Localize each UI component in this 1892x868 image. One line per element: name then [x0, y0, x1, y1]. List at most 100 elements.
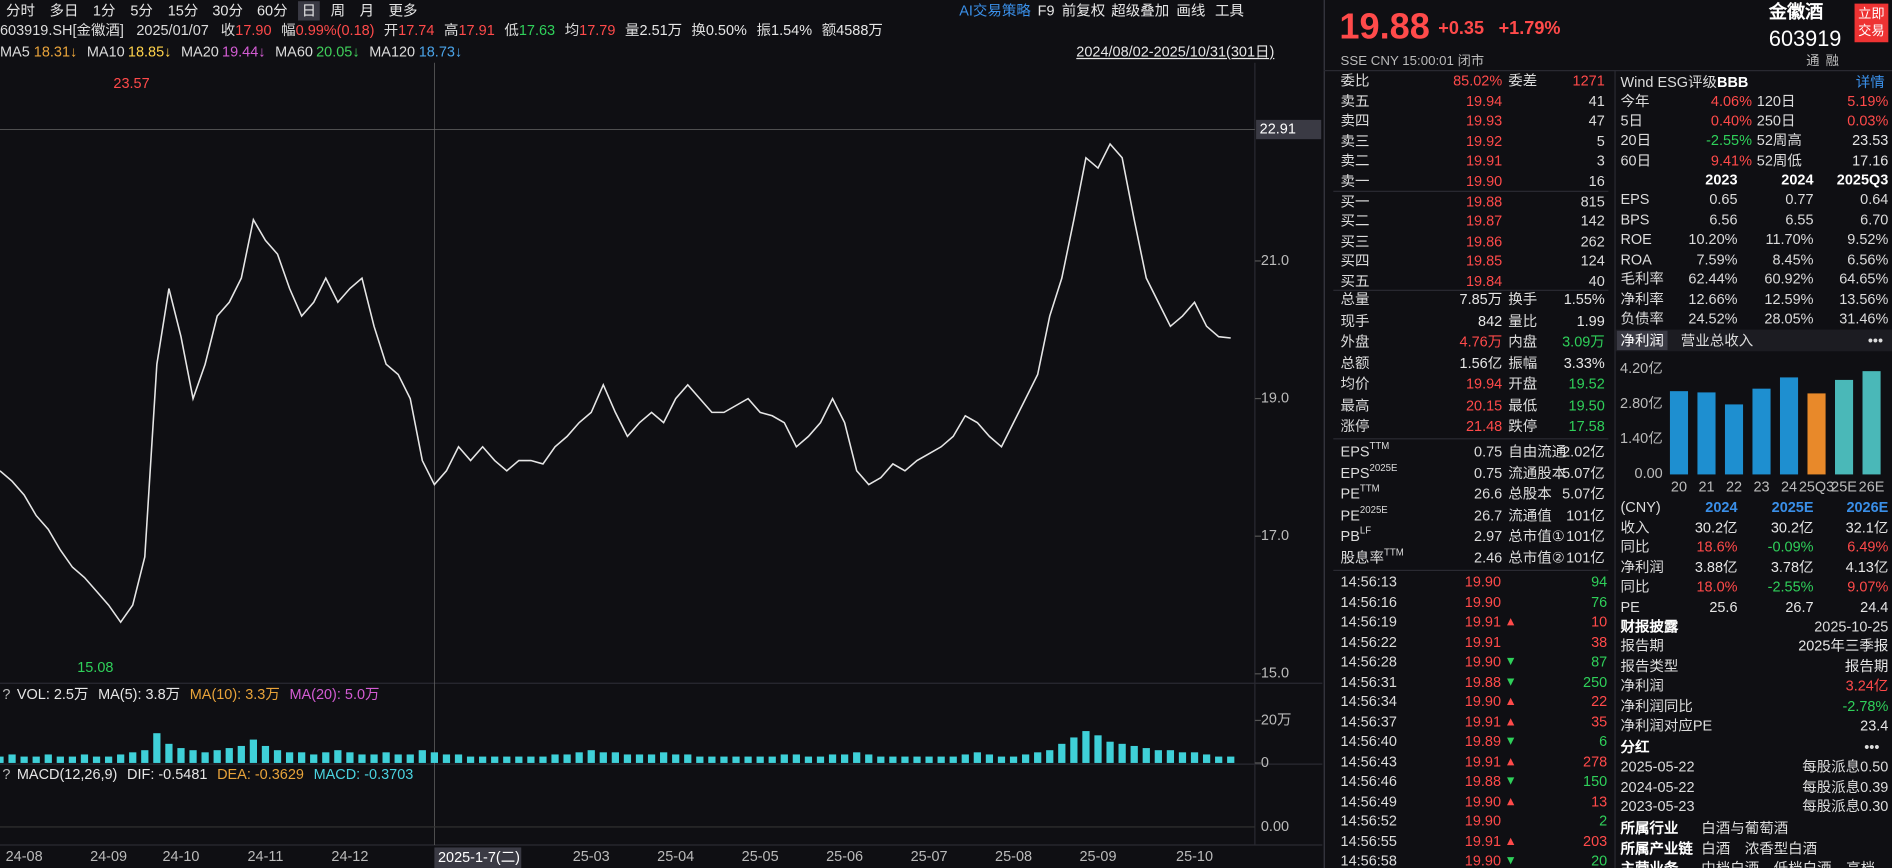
y-tick-label: 0.00 [1261, 819, 1289, 835]
tab[interactable]: 净利润 [1616, 330, 1668, 351]
trade-volume: 22 [1591, 692, 1608, 710]
divider [1333, 190, 1609, 192]
fc-header: 2025E [1771, 498, 1814, 516]
fc-header: 2026E [1846, 498, 1889, 516]
volume-bar [165, 743, 173, 763]
trade-price: 19.90 [1464, 653, 1502, 670]
volume-bar [937, 756, 945, 763]
volume-bar [1070, 737, 1078, 763]
trade-arrow [1507, 797, 1515, 805]
val-label: PB [1340, 528, 1360, 545]
trade-volume: 6 [1599, 732, 1608, 750]
tool-button[interactable]: AI交易策略 [959, 2, 1031, 20]
range-label: 2024/08/02-2025/10/31(301日) [1076, 43, 1275, 61]
bid-volume: 262 [1580, 232, 1605, 250]
val-sup: 2025E [1359, 504, 1388, 516]
trade-volume: 38 [1591, 633, 1608, 651]
ma-label: MA60 [275, 43, 313, 61]
trade-arrow [1507, 857, 1515, 865]
macd-header: DIF: -0.5481 [127, 767, 207, 783]
crosshair-x-label: 2025-1-7(二) [438, 850, 520, 866]
report-label: 净利润同比 [1620, 697, 1693, 715]
more[interactable]: ••• [1864, 738, 1880, 756]
x-tick-label: 20 [1671, 480, 1687, 496]
ask-label: 卖三 [1340, 132, 1370, 150]
period-tab[interactable]: 1分 [92, 2, 116, 20]
val-label: 总股本 [1508, 485, 1552, 503]
fc-label: 收入 [1620, 519, 1650, 536]
period-tab[interactable]: 5分 [130, 2, 153, 20]
tool-button[interactable]: 超级叠加 [1111, 2, 1170, 20]
vol-header: MA(10): 3.3万 [190, 687, 280, 703]
tool-button[interactable]: 画线 [1176, 2, 1206, 20]
volume-bar [418, 750, 426, 763]
tool-button[interactable]: 前复权 [1061, 2, 1106, 20]
volume-bar [1058, 743, 1066, 763]
period-tab[interactable]: 15分 [167, 2, 199, 20]
tool-button[interactable]: F9 [1037, 2, 1055, 20]
x-tick-label: 23 [1753, 480, 1769, 496]
val-value: 2.46 [1474, 549, 1503, 567]
fin-value: 7.59% [1696, 250, 1738, 268]
info-label: 均 [564, 21, 580, 39]
fin-header: 2025Q3 [1836, 171, 1889, 189]
esg-link[interactable]: 详情 [1855, 73, 1885, 91]
volume-bar [708, 756, 716, 763]
info-label: 低 [504, 21, 519, 39]
report-date: 2025-10-25 [1814, 618, 1889, 635]
val-sup: LF [1359, 525, 1372, 537]
trade-time: 14:56:43 [1340, 752, 1397, 770]
value: 1.56亿 [1459, 354, 1503, 372]
period-tab[interactable]: 60分 [257, 2, 288, 20]
label: 开盘 [1508, 375, 1538, 393]
volume-bar [1227, 756, 1235, 763]
fin-value: 0.64 [1860, 190, 1889, 208]
trade-time: 14:56:52 [1340, 812, 1397, 830]
period-tab[interactable]: 月 [359, 2, 375, 20]
bid-volume: 40 [1588, 272, 1605, 290]
y-tick-label: 0.00 [1635, 466, 1663, 482]
industry-label: 所属产业链 [1620, 839, 1693, 857]
fin-value: 62.44% [1688, 270, 1738, 288]
trade-button[interactable]: 立即交易 [1854, 3, 1889, 43]
volume-bar [1130, 745, 1138, 763]
crosshair-y-box [1256, 119, 1322, 140]
fin-value: 12.59% [1764, 290, 1814, 308]
fin-label: EPS [1620, 190, 1650, 208]
volume-bar [877, 756, 885, 763]
period-tab[interactable]: 30分 [212, 2, 243, 20]
value: 0.40% [1710, 112, 1752, 130]
ma-label: MA10 [86, 43, 125, 61]
fc-header: 2024 [1705, 498, 1738, 516]
dividend-value: 每股派息0.30 [1802, 797, 1889, 815]
label: 5日 [1620, 112, 1644, 130]
period-tab[interactable]: 周 [330, 2, 346, 20]
y-tick-label: 0 [1261, 755, 1269, 771]
val-sup: 2025E [1369, 461, 1398, 473]
volume-bar [732, 756, 740, 763]
info-value: 17.90 [235, 21, 272, 39]
period-tab[interactable]: 更多 [388, 2, 418, 20]
volume-bar [1178, 752, 1187, 763]
tool-button[interactable]: 工具 [1215, 2, 1245, 20]
info-value: 2.51万 [639, 21, 683, 39]
tab[interactable]: 营业总收入 [1680, 331, 1754, 349]
period-tab[interactable]: 日 [298, 1, 320, 21]
info-label: 高 [444, 21, 459, 39]
volume-bar [780, 754, 788, 763]
trade-price: 19.91 [1464, 613, 1502, 631]
volume-bar [406, 754, 414, 763]
value: -2.55% [1706, 132, 1752, 149]
y-tick-label: 4.20亿 [1620, 360, 1663, 377]
fin-value: 11.70% [1765, 230, 1814, 248]
vol-header-icon: ? [2, 687, 10, 703]
label: 今年 [1620, 92, 1650, 110]
period-tab[interactable]: 多日 [49, 2, 79, 20]
crosshair-y-label: 22.91 [1260, 121, 1296, 137]
tab[interactable]: ••• [1867, 331, 1884, 349]
volume-bar [889, 756, 897, 763]
tab-bar [1615, 329, 1892, 352]
val-label: EPS [1340, 464, 1370, 482]
period-tab[interactable]: 分时 [6, 2, 36, 20]
volume-bar [1154, 750, 1162, 763]
